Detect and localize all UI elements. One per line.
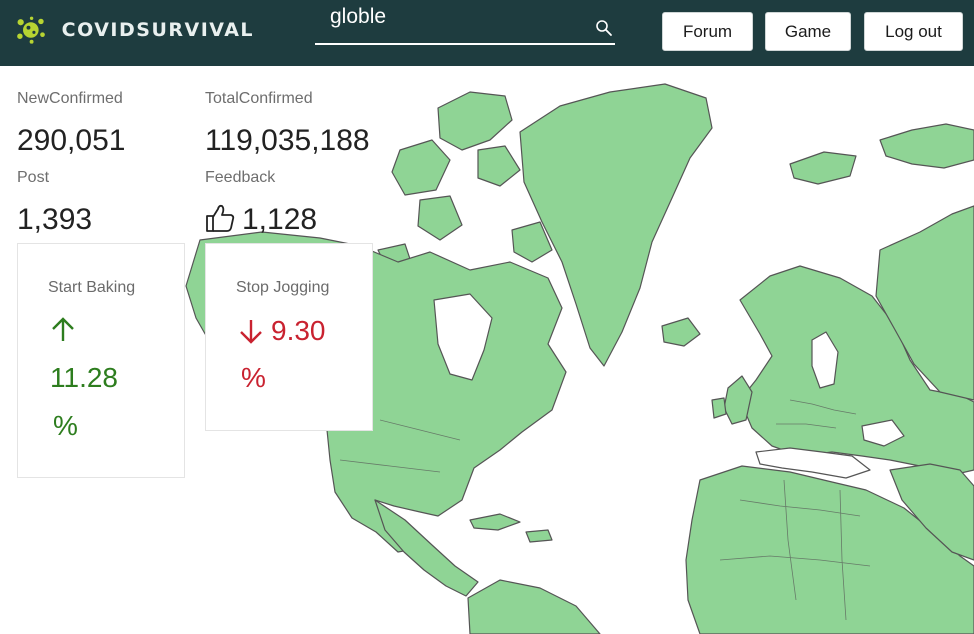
trend-value: 11.28 (50, 362, 118, 393)
feedback-label: Feedback (205, 169, 276, 186)
arrow-down-icon (240, 320, 262, 344)
search-input[interactable] (315, 6, 585, 42)
trend-unit: % (53, 410, 78, 441)
trend-unit: % (241, 362, 266, 393)
trend-card-stop-jogging[interactable]: Stop Jogging 9.30 % (205, 243, 373, 431)
top-bar: COVIDSURVIVAL Forum Game Log out (0, 0, 974, 66)
arrow-up-icon (52, 317, 74, 341)
trend-card-start-baking[interactable]: Start Baking 11.28 % (17, 243, 185, 478)
world-map[interactable] (0, 66, 974, 634)
trend-title: Stop Jogging (236, 279, 330, 296)
app-logo[interactable]: COVIDSURVIVAL (16, 12, 254, 48)
search-icon[interactable] (595, 19, 613, 37)
trend-title: Start Baking (48, 279, 136, 296)
post-value: 1,393 (17, 203, 93, 236)
feedback-value: 1,128 (242, 203, 318, 236)
new-confirmed-value: 290,051 (17, 124, 126, 157)
new-confirmed-label: NewConfirmed (17, 90, 123, 107)
total-confirmed-label: TotalConfirmed (205, 90, 313, 107)
post-label: Post (17, 169, 50, 186)
search-box (315, 6, 615, 45)
thumbs-up-icon[interactable] (205, 203, 235, 233)
logo-text: COVIDSURVIVAL (61, 19, 254, 41)
logout-button[interactable]: Log out (864, 12, 963, 51)
trend-value: 9.30 (271, 315, 326, 346)
total-confirmed-value: 119,035,188 (205, 124, 370, 157)
virus-logo-icon (17, 16, 45, 44)
game-button[interactable]: Game (765, 12, 851, 51)
forum-button[interactable]: Forum (662, 12, 753, 51)
